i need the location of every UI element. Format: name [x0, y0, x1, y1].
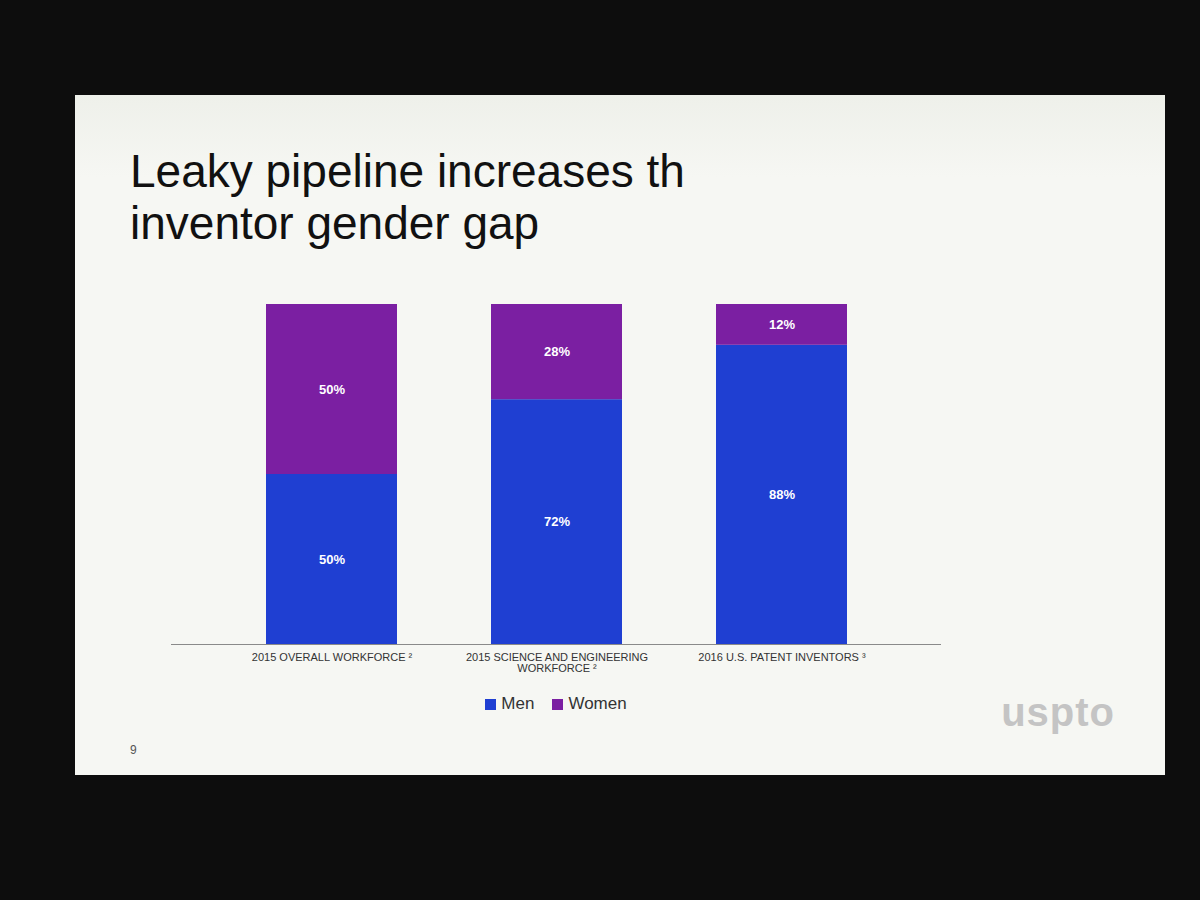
- svg-text:12%: 12%: [769, 317, 795, 332]
- svg-text:50%: 50%: [319, 382, 345, 397]
- html-text:uspto: uspto: [1001, 690, 1115, 734]
- html-text:9: 9: [130, 743, 137, 757]
- html-text:Women: Women: [568, 694, 627, 713]
- svg-text:88%: 88%: [769, 487, 795, 502]
- svg-text:50%: 50%: [319, 552, 345, 567]
- svg-text:28%: 28%: [544, 344, 570, 359]
- svg-text:2016 U.S. PATENT INVENTORS ³: 2016 U.S. PATENT INVENTORS ³: [698, 651, 866, 663]
- html-text:Leaky pipeline increases th in: Leaky pipeline increases th inventor gen…: [130, 145, 685, 249]
- html-text:Men: Men: [501, 694, 535, 713]
- svg-text:2015 SCIENCE AND ENGINEERINGWO: 2015 SCIENCE AND ENGINEERINGWORKFORCE ²: [466, 651, 648, 674]
- svg-text:2015 OVERALL WORKFORCE ²: 2015 OVERALL WORKFORCE ²: [252, 651, 413, 663]
- svg-text:72%: 72%: [544, 514, 570, 529]
